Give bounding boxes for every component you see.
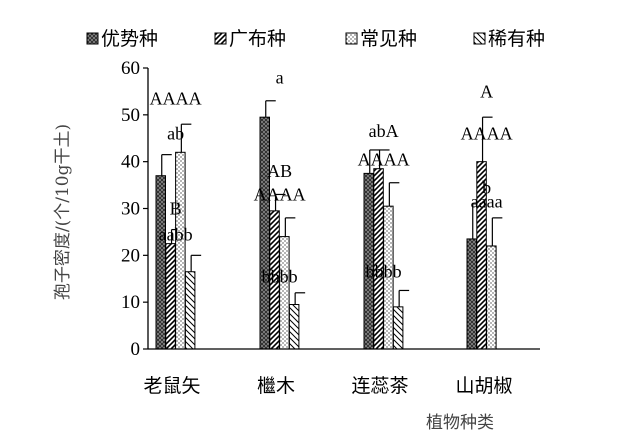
bar-广布种-老鼠矢 — [165, 243, 176, 350]
legend-label: 广布种 — [229, 28, 286, 50]
y-tick-label: 40 — [121, 152, 140, 173]
x-category-label: 檵木 — [257, 375, 295, 397]
legend-swatch — [473, 32, 486, 45]
x-category-label: 山胡椒 — [455, 375, 512, 397]
bar-稀有种-老鼠矢 — [184, 271, 196, 350]
legend-item: 常见种 — [345, 28, 417, 50]
x-axis-label: 植物种类 — [426, 413, 494, 433]
significance-label: A — [480, 81, 493, 101]
y-tick-label: 60 — [121, 58, 140, 79]
legend: 优势种 广布种 常见种 稀有种 — [86, 28, 545, 50]
y-tick-label: 20 — [121, 245, 140, 266]
legend-label: 常见种 — [360, 28, 417, 50]
x-axis: 老鼠矢 檵木 连蕊茶 山胡椒 — [143, 348, 540, 397]
bar-常见种-老鼠矢 — [175, 151, 186, 350]
significance-label: AB — [267, 161, 292, 181]
significance-label: abA — [369, 121, 399, 141]
significance-label: aaaa — [471, 191, 503, 211]
y-tick-label: 50 — [121, 105, 140, 126]
bar-广布种-连蕊茶 — [373, 168, 384, 350]
bar-优势种-老鼠矢 — [155, 175, 166, 350]
legend-swatch — [214, 32, 227, 45]
significance-label: AAAA — [461, 124, 513, 144]
bar-常见种-山胡椒 — [486, 245, 497, 350]
y-tick-label: 10 — [121, 292, 140, 313]
y-axis-label: 孢子密度/(个/10g干土) — [53, 124, 73, 300]
significance-label: AAAA — [358, 149, 410, 169]
bar-优势种-檵木 — [259, 116, 270, 350]
significance-label: bbbb — [366, 262, 402, 282]
significance-label: AAAA — [254, 184, 306, 204]
bar-优势种-山胡椒 — [466, 238, 477, 350]
y-tick-label: 0 — [131, 339, 141, 360]
legend-item: 优势种 — [86, 28, 158, 50]
significance-label: bbbb — [262, 266, 298, 286]
bar-稀有种-檵木 — [288, 304, 300, 350]
significance-label: ab — [167, 124, 184, 144]
bar-稀有种-连蕊茶 — [392, 306, 404, 350]
x-category-label: 老鼠矢 — [143, 375, 200, 397]
y-tick-label: 30 — [121, 199, 140, 220]
significance-label: B — [170, 199, 182, 219]
legend-swatch — [86, 32, 99, 45]
bars — [155, 100, 503, 350]
legend-label: 稀有种 — [488, 28, 545, 50]
x-category-label: 连蕊茶 — [351, 375, 408, 397]
legend-label: 优势种 — [101, 28, 158, 50]
significance-label: aabb — [159, 224, 193, 244]
legend-item: 广布种 — [214, 28, 286, 50]
bar-常见种-檵木 — [279, 236, 290, 350]
legend-swatch — [345, 32, 358, 45]
annotations: AAAAabBaabbaABAAAAbbbbabAAAAAbbbbAAAAAba… — [150, 67, 513, 286]
significance-label: AAAA — [150, 88, 202, 108]
significance-label: a — [276, 67, 284, 87]
legend-item: 稀有种 — [473, 28, 545, 50]
significance-label: b — [482, 177, 491, 197]
y-axis: 0 10 20 30 40 50 60 — [121, 58, 149, 360]
